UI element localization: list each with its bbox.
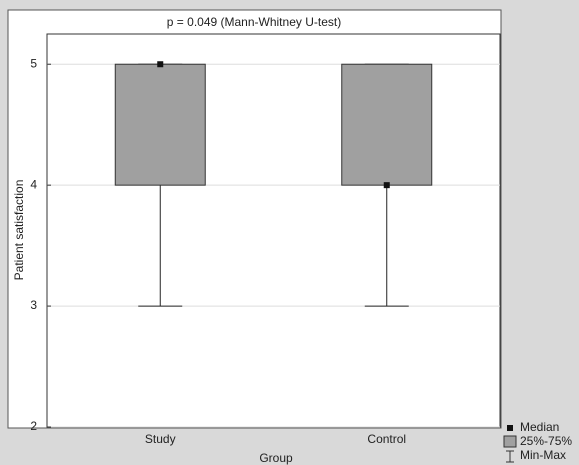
- box: [341, 63, 433, 186]
- x-tick-label: Control: [367, 432, 406, 446]
- legend-median: [507, 425, 513, 431]
- y-tick-label: 4: [30, 177, 37, 191]
- y-tick-label: 5: [30, 56, 37, 70]
- x-axis-label: Group: [259, 451, 293, 465]
- box: [114, 63, 206, 186]
- legend-box: [503, 435, 517, 448]
- legend-label: 25%-75%: [520, 434, 572, 448]
- chart-title: p = 0.049 (Mann-Whitney U-test): [167, 15, 341, 29]
- legend-label: Median: [520, 420, 559, 434]
- median: [157, 61, 164, 68]
- y-axis-label: Patient satisfaction: [12, 180, 26, 281]
- y-tick-label: 3: [30, 298, 37, 312]
- legend-whisker: [506, 450, 514, 463]
- x-tick-label: Study: [145, 432, 176, 446]
- legend-label: Min-Max: [520, 448, 566, 462]
- median: [383, 182, 390, 189]
- y-tick-label: 2: [30, 419, 37, 433]
